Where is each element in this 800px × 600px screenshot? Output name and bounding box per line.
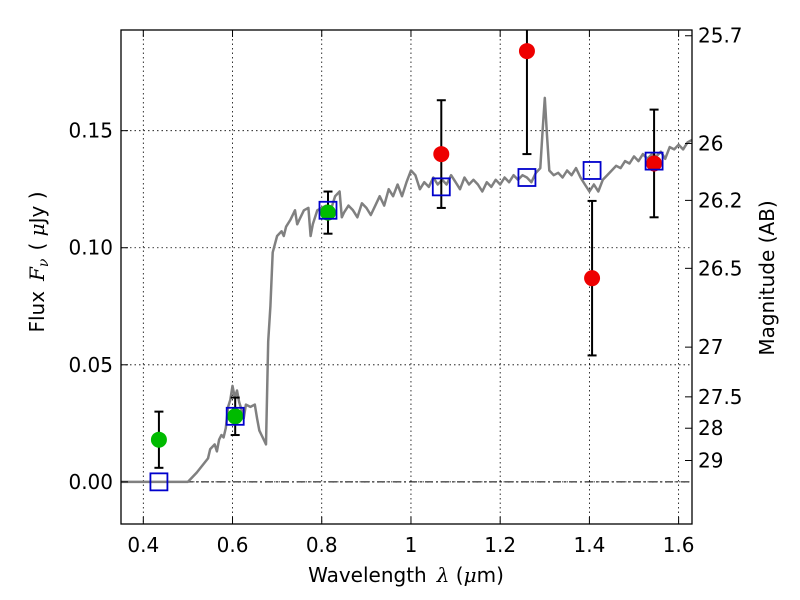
magnitude-tick-label: 27.5 <box>698 385 743 409</box>
y-axis-label-unit-rest: Jy ) <box>25 191 49 225</box>
magnitude-tick-label: 25.7 <box>698 24 743 48</box>
model-photometry-point <box>318 200 338 220</box>
plot-frame <box>120 29 693 525</box>
model-sed-line <box>121 96 692 484</box>
observed-point <box>433 146 450 163</box>
x-axis-label-symbol: λ <box>436 563 450 587</box>
x-axis-label-unit-mu: μ <box>464 563 477 587</box>
y-axis-label-unit-mu: μ <box>25 223 49 236</box>
x-tick-label: 0.6 <box>217 533 249 557</box>
y-axis-label-symbol: F <box>25 266 49 282</box>
observed-point <box>584 270 601 287</box>
model-photometry-point <box>517 168 537 187</box>
x-tick-label: 1.2 <box>484 533 516 557</box>
model-photometry-point <box>431 177 451 197</box>
y-axis-label: Flux Fν ( μJy ) <box>25 191 52 332</box>
y-axis-label-subscript: ν <box>36 258 52 267</box>
x-tick-label: 1 <box>405 533 418 557</box>
observed-point <box>227 408 244 425</box>
x-tick-label: 0.8 <box>306 533 338 557</box>
magnitude-tick-label: 26.2 <box>698 188 743 212</box>
plot-background <box>121 30 692 524</box>
y-axis-ticks: 0.00 0.05 0.10 0.15 <box>68 119 128 494</box>
x-tick-label: 1.4 <box>573 533 605 557</box>
y-axis-label-text: Flux <box>25 291 49 333</box>
y-tick-label: 0.05 <box>68 353 113 377</box>
model-photometry-point <box>225 406 245 426</box>
y-tick-label: 0.15 <box>68 119 113 143</box>
observed-point <box>518 43 535 60</box>
model-photometry-layer <box>149 151 664 492</box>
magnitude-axis-ticks: 25.7 26 26.2 26.5 27 27.5 28 29 <box>685 24 743 473</box>
model-photometry-point <box>149 472 169 492</box>
x-axis-label-unit-rest: m) <box>477 563 504 587</box>
x-axis-label: Wavelength λ (μm) <box>308 563 504 587</box>
magnitude-tick-label: 27 <box>698 335 723 359</box>
x-tick-label: 1.6 <box>663 533 695 557</box>
y-axis-label-unit-open: ( <box>25 236 49 250</box>
model-sed-layer <box>121 96 692 484</box>
y-tick-label: 0.00 <box>68 470 113 494</box>
observed-point <box>150 431 167 448</box>
observed-points-layer <box>150 43 663 448</box>
magnitude-tick-label: 26.5 <box>698 256 743 280</box>
magnitude-tick-label: 26 <box>698 131 723 155</box>
x-tick-label: 0.4 <box>127 533 159 557</box>
x-axis-label-text: Wavelength <box>308 563 427 587</box>
y2-axis-label: Magnitude (AB) <box>755 200 779 355</box>
magnitude-tick-label: 29 <box>698 449 723 473</box>
model-photometry-point <box>582 161 602 180</box>
x-axis-label-unit-open: ( <box>449 563 463 587</box>
x-axis-ticks: 0.4 0.6 0.8 1 1.2 1.4 1.6 <box>127 30 695 557</box>
observed-point <box>319 204 336 221</box>
y-tick-label: 0.10 <box>68 236 113 260</box>
magnitude-tick-label: 28 <box>698 416 723 440</box>
model-photometry-point <box>644 151 664 171</box>
grid-lines <box>121 30 692 524</box>
observed-point <box>646 155 663 172</box>
